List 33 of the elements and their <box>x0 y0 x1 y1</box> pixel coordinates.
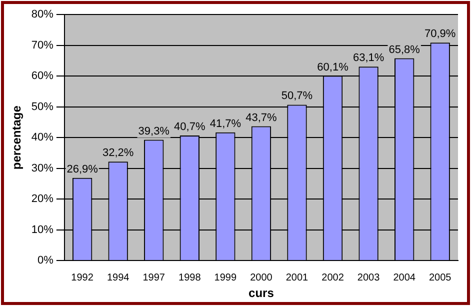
data-label: 26,9% <box>66 163 98 176</box>
y-tick-label: 0% <box>38 254 54 267</box>
data-label: 65,8% <box>388 44 420 56</box>
data-label: 41,7% <box>210 118 242 130</box>
x-tick-label: 1998 <box>178 272 202 284</box>
y-axis-title: percentage <box>10 105 24 170</box>
data-label: 70,9% <box>424 28 456 40</box>
x-tick-label: 2002 <box>322 272 344 284</box>
data-label: 63,1% <box>352 52 384 64</box>
y-tick-label: 20% <box>31 193 54 206</box>
y-tick-label: 30% <box>31 162 54 174</box>
x-tick-label: 2003 <box>357 272 380 284</box>
x-axis-title: curs <box>248 286 274 300</box>
data-label: 40,7% <box>174 120 206 133</box>
y-tick-label: 60% <box>31 70 54 82</box>
y-tick-label: 70% <box>31 39 54 52</box>
x-tick-label: 2004 <box>393 272 416 284</box>
x-tick-label: 2005 <box>428 272 452 284</box>
data-label: 50,7% <box>281 90 313 102</box>
data-label: 39,3% <box>138 125 170 138</box>
y-tick-label: 40% <box>31 132 54 144</box>
x-tick-label: 1999 <box>214 272 237 284</box>
x-tick-label: 1992 <box>71 272 94 284</box>
x-tick-label: 2000 <box>250 272 273 284</box>
y-tick-label: 80% <box>31 8 54 21</box>
data-label: 60,1% <box>317 61 349 74</box>
y-tick-label: 50% <box>31 100 54 113</box>
data-label: 32,2% <box>102 147 134 160</box>
x-tick-label: 2001 <box>286 272 309 284</box>
x-tick-label: 1994 <box>106 272 130 284</box>
x-tick-label: 1997 <box>142 272 166 284</box>
data-label: 43,7% <box>246 112 278 124</box>
y-tick-label: 10% <box>31 224 54 236</box>
